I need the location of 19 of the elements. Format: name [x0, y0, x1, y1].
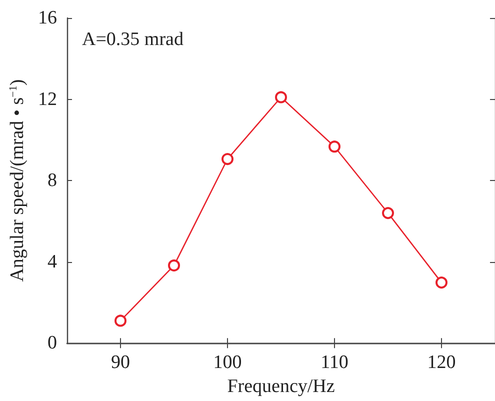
- annotation: A=0.35 mrad: [82, 29, 184, 50]
- x-tick-label: 90: [111, 352, 130, 374]
- y-tick-label: 12: [38, 88, 57, 110]
- y-tick-label: 4: [48, 251, 58, 272]
- y-tick-label: 0: [48, 332, 57, 354]
- x-axis-title: Frequency/Hz: [227, 376, 335, 397]
- point: [275, 91, 287, 104]
- point: [328, 140, 340, 153]
- x-tick-label: 100: [213, 352, 242, 374]
- point: [222, 153, 234, 166]
- y-tick-label: 16: [38, 8, 57, 28]
- point: [168, 259, 180, 272]
- point: [382, 207, 394, 220]
- y-axis-title: Angular speed/(mrad • s−1): [7, 79, 28, 282]
- x-tick-label: 120: [427, 352, 456, 374]
- point: [436, 276, 448, 289]
- point: [114, 314, 126, 327]
- y-tick-label: 8: [48, 170, 57, 192]
- x-tick-label: 110: [320, 352, 348, 374]
